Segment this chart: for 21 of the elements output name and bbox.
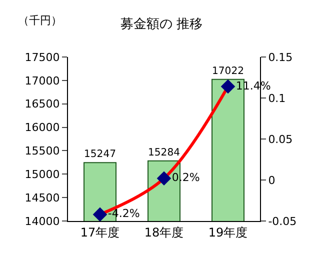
y-tick-label: 16500 <box>24 98 60 111</box>
x-tick-label: 18年度 <box>144 225 184 240</box>
data-label: 15247 <box>84 149 116 160</box>
x-tick-label: 17年度 <box>80 225 120 240</box>
y2-tick-label: 0 <box>268 174 276 187</box>
data-label: 15284 <box>148 147 180 158</box>
y-tick-label: 15000 <box>24 168 60 181</box>
chart-title: 募金額の 推移 <box>120 16 203 32</box>
y-tick-label: 14500 <box>24 191 60 204</box>
y2-tick-label: 0.15 <box>268 50 293 64</box>
y2-tick-label: 0.1 <box>268 92 286 105</box>
y-tick-label: 17500 <box>24 50 60 64</box>
y-tick-label: 14000 <box>24 214 60 228</box>
y2-tick-label: 0.05 <box>268 132 293 146</box>
y-tick-label: 16000 <box>24 121 60 134</box>
x-tick-label: 19年度 <box>208 225 248 240</box>
data-label: 17022 <box>212 66 244 77</box>
y2-tick-label: -0.05 <box>268 214 297 228</box>
y-axis-title: （千円） <box>18 14 62 27</box>
y-tick-label: 17000 <box>24 74 60 88</box>
y-tick-label: 15500 <box>24 144 60 158</box>
